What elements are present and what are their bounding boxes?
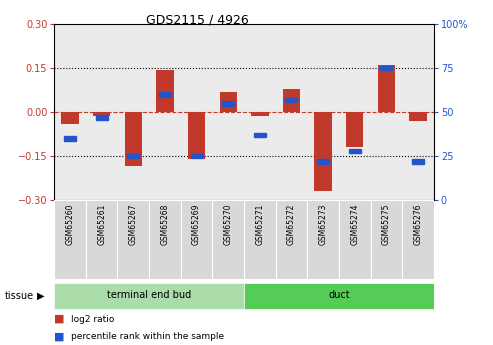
- Text: GSM65260: GSM65260: [66, 203, 74, 245]
- Text: GSM65269: GSM65269: [192, 203, 201, 245]
- Bar: [371, 24, 402, 200]
- Text: GSM65270: GSM65270: [224, 203, 233, 245]
- Bar: [64, 136, 76, 141]
- FancyBboxPatch shape: [54, 283, 244, 309]
- FancyBboxPatch shape: [244, 200, 276, 279]
- Text: GDS2115 / 4926: GDS2115 / 4926: [146, 14, 248, 27]
- Bar: [219, 91, 237, 112]
- Text: log2 ratio: log2 ratio: [71, 315, 115, 324]
- Bar: [61, 112, 79, 124]
- Bar: [317, 159, 329, 164]
- Text: GSM65274: GSM65274: [350, 203, 359, 245]
- Text: GSM65272: GSM65272: [287, 203, 296, 245]
- Bar: [349, 149, 361, 153]
- Bar: [402, 24, 434, 200]
- Bar: [276, 24, 307, 200]
- Bar: [409, 112, 427, 121]
- FancyBboxPatch shape: [181, 200, 212, 279]
- Bar: [283, 89, 300, 112]
- Bar: [378, 65, 395, 112]
- FancyBboxPatch shape: [402, 200, 434, 279]
- FancyBboxPatch shape: [307, 200, 339, 279]
- Bar: [251, 112, 269, 116]
- FancyBboxPatch shape: [339, 200, 371, 279]
- Bar: [315, 112, 332, 191]
- Text: GSM65273: GSM65273: [318, 203, 328, 245]
- Bar: [307, 24, 339, 200]
- Bar: [93, 112, 110, 116]
- Bar: [254, 133, 266, 137]
- Bar: [188, 112, 205, 159]
- FancyBboxPatch shape: [244, 283, 434, 309]
- Bar: [117, 24, 149, 200]
- Bar: [222, 101, 234, 106]
- FancyBboxPatch shape: [276, 200, 307, 279]
- Bar: [54, 24, 86, 200]
- Text: GSM65261: GSM65261: [97, 203, 106, 245]
- FancyBboxPatch shape: [86, 200, 117, 279]
- Bar: [191, 154, 203, 158]
- FancyBboxPatch shape: [117, 200, 149, 279]
- Text: ■: ■: [54, 332, 65, 341]
- Text: GSM65275: GSM65275: [382, 203, 391, 245]
- Text: tissue: tissue: [5, 291, 34, 301]
- Text: GSM65276: GSM65276: [414, 203, 423, 245]
- Text: ■: ■: [54, 314, 65, 324]
- Text: GSM65268: GSM65268: [160, 203, 170, 245]
- Text: ▶: ▶: [37, 291, 44, 301]
- Bar: [339, 24, 371, 200]
- Bar: [127, 154, 140, 158]
- Bar: [159, 92, 171, 97]
- Text: GSM65271: GSM65271: [255, 203, 264, 245]
- Bar: [381, 66, 392, 70]
- FancyBboxPatch shape: [212, 200, 244, 279]
- FancyBboxPatch shape: [371, 200, 402, 279]
- FancyBboxPatch shape: [149, 200, 181, 279]
- Text: terminal end bud: terminal end bud: [107, 290, 191, 300]
- Text: percentile rank within the sample: percentile rank within the sample: [71, 332, 225, 341]
- Bar: [156, 70, 174, 112]
- Bar: [181, 24, 212, 200]
- Bar: [412, 159, 424, 164]
- Bar: [125, 112, 142, 166]
- Bar: [346, 112, 363, 147]
- FancyBboxPatch shape: [54, 200, 86, 279]
- Text: duct: duct: [328, 290, 350, 300]
- Bar: [285, 98, 297, 102]
- Bar: [244, 24, 276, 200]
- Bar: [86, 24, 117, 200]
- Bar: [96, 115, 107, 120]
- Bar: [149, 24, 181, 200]
- Bar: [212, 24, 244, 200]
- Text: GSM65267: GSM65267: [129, 203, 138, 245]
